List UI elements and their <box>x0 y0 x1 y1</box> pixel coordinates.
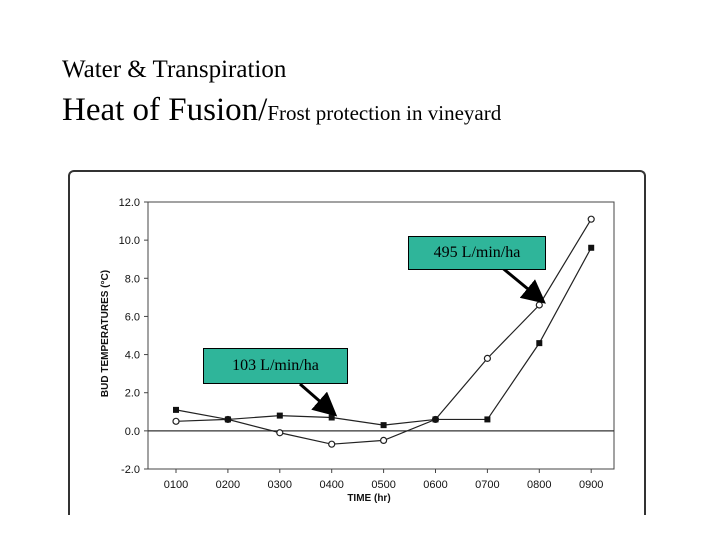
slide-title-line2: Heat of Fusion/Frost protection in viney… <box>62 92 501 129</box>
plot-box <box>147 201 615 470</box>
x-tick-label: 0600 <box>423 479 447 491</box>
annotation-103: 103 L/min/ha <box>203 348 348 384</box>
y-tick-label: 12.0 <box>119 197 140 209</box>
x-tick-label: 0700 <box>475 479 499 491</box>
data-point-square <box>536 340 543 347</box>
data-point-square <box>173 406 179 413</box>
slide-title-line1: Water & Transpiration <box>62 56 287 83</box>
data-point-circle <box>587 215 595 223</box>
y-tick-label: 10.0 <box>119 235 140 247</box>
x-tick-label: 0200 <box>216 479 240 491</box>
y-axis-label: BUD TEMPERATURES (°C) <box>100 270 111 397</box>
data-point-square <box>224 416 231 423</box>
y-tick-label: 0.0 <box>125 426 140 438</box>
y-tick-label: 2.0 <box>125 388 140 400</box>
data-point-circle <box>172 417 180 425</box>
x-axis-label: TIME (hr) <box>347 493 390 504</box>
data-point-square <box>484 416 491 423</box>
annotation-arrow-1 <box>299 382 338 417</box>
data-point-square <box>276 412 283 419</box>
data-point-square <box>380 422 387 429</box>
chart-series <box>172 215 595 448</box>
annotation-arrows <box>299 264 546 417</box>
x-tick-label: 0100 <box>164 479 188 491</box>
data-point-square <box>588 244 595 251</box>
series-square <box>173 244 595 429</box>
annotation-arrow-0 <box>499 264 546 304</box>
data-point-square <box>328 414 335 421</box>
annotation-495: 495 L/min/ha <box>408 236 546 270</box>
slide-title-main: Heat of Fusion/ <box>62 92 268 128</box>
slide-title-sub: Frost protection in vineyard <box>267 101 502 125</box>
y-tick-label: -2.0 <box>121 464 140 476</box>
data-point-circle <box>328 440 336 448</box>
y-tick-label: 4.0 <box>125 350 140 362</box>
data-point-square <box>432 416 439 423</box>
y-tick-label: 8.0 <box>125 273 140 285</box>
series-line-square <box>175 247 592 426</box>
chart-axes: 12.0 10.0 8.0 6.0 4.0 2.0 0.0 -2.0 0100 0200 0300 0… <box>119 197 615 491</box>
y-tick-label: 6.0 <box>125 311 140 323</box>
data-point-circle <box>535 301 543 309</box>
chart-frame <box>68 170 646 515</box>
x-tick-label: 0300 <box>268 479 292 491</box>
x-tick-label: 0400 <box>319 479 343 491</box>
x-tick-label: 0900 <box>579 479 603 491</box>
x-tick-label: 0800 <box>527 479 551 491</box>
data-point-circle <box>380 436 388 444</box>
data-point-circle <box>483 354 491 362</box>
x-tick-label: 0500 <box>371 479 395 491</box>
data-point-circle <box>276 429 284 437</box>
